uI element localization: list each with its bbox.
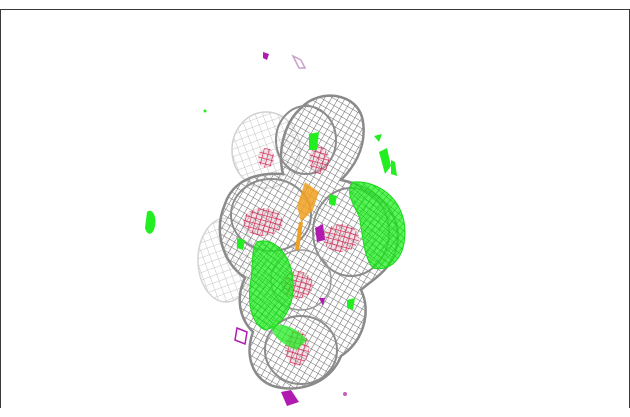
molecule-viewer[interactable] xyxy=(0,9,630,408)
difference-density-negative xyxy=(234,52,347,406)
density-render-canvas[interactable] xyxy=(1,10,629,409)
bond-core xyxy=(297,182,319,222)
difference-density-positive xyxy=(145,109,406,350)
